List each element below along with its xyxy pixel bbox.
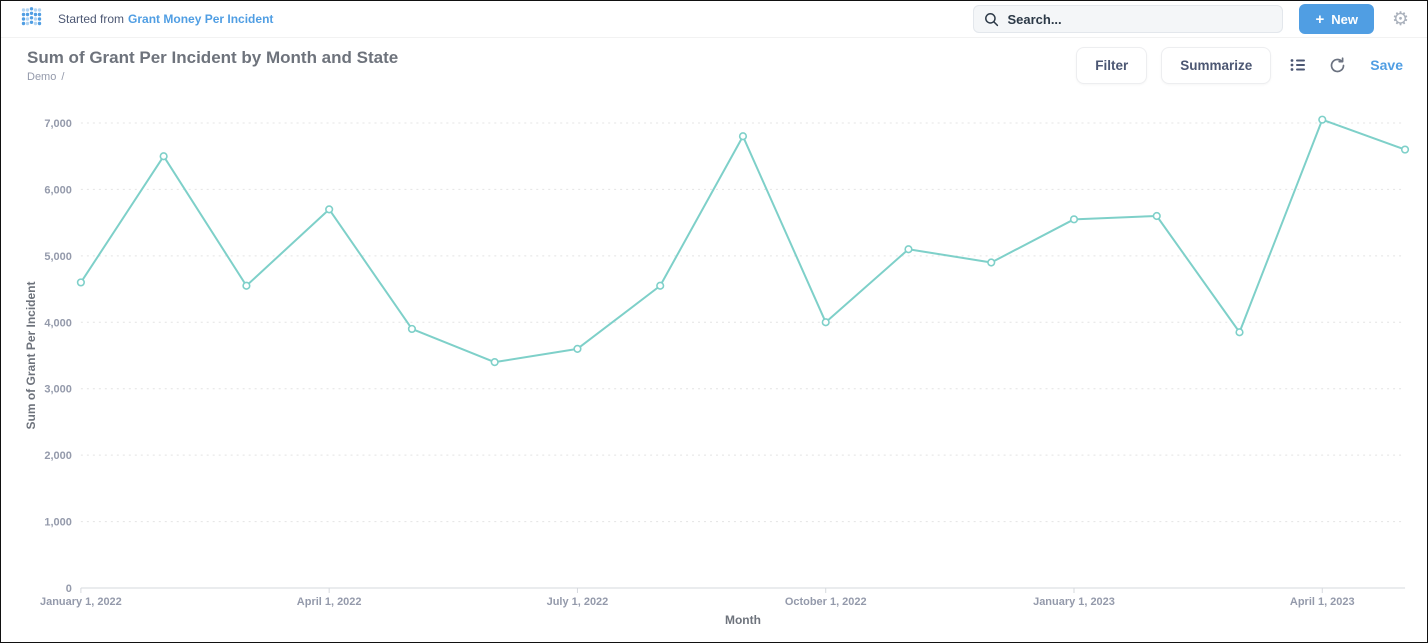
svg-text:Month: Month bbox=[725, 613, 761, 627]
notebook-editor-button[interactable] bbox=[1285, 52, 1311, 78]
svg-text:Sum of Grant Per Incident: Sum of Grant Per Incident bbox=[24, 282, 38, 430]
new-button-label: New bbox=[1331, 11, 1358, 27]
filter-button[interactable]: Filter bbox=[1076, 46, 1148, 84]
search-bar[interactable] bbox=[973, 5, 1284, 33]
breadcrumb-demo[interactable]: Demo bbox=[27, 70, 57, 83]
svg-text:5,000: 5,000 bbox=[44, 251, 71, 263]
breadcrumb: Demo / bbox=[27, 71, 398, 83]
line-chart[interactable]: 0 1,000 2,000 3,000 4,000 5,000 6,000 7,000 Janu… bbox=[1, 90, 1427, 642]
svg-text:April 1, 2022: April 1, 2022 bbox=[297, 596, 362, 608]
new-button[interactable]: + New bbox=[1299, 4, 1374, 34]
top-nav: Started from Grant Money Per Incident + … bbox=[1, 1, 1427, 38]
chart-area: 0 1,000 2,000 3,000 4,000 5,000 6,000 7,000 Janu… bbox=[1, 90, 1427, 642]
page-title: Sum of Grant Per Incident by Month and S… bbox=[27, 47, 399, 67]
refresh-icon bbox=[1329, 56, 1346, 74]
svg-text:7,000: 7,000 bbox=[44, 118, 71, 130]
svg-text:6,000: 6,000 bbox=[44, 184, 71, 196]
search-icon bbox=[984, 12, 999, 27]
svg-text:1,000: 1,000 bbox=[44, 517, 71, 529]
save-button[interactable]: Save bbox=[1370, 57, 1403, 73]
svg-text:October 1, 2022: October 1, 2022 bbox=[785, 596, 867, 608]
plus-icon: + bbox=[1315, 10, 1325, 28]
svg-text:January 1, 2022: January 1, 2022 bbox=[40, 596, 122, 608]
gear-icon: ⚙ bbox=[1391, 8, 1409, 30]
summarize-button[interactable]: Summarize bbox=[1161, 46, 1272, 84]
svg-text:January 1, 2023: January 1, 2023 bbox=[1033, 596, 1115, 608]
list-icon bbox=[1289, 56, 1307, 74]
svg-text:0: 0 bbox=[66, 583, 72, 595]
svg-text:April 1, 2023: April 1, 2023 bbox=[1290, 596, 1355, 608]
refresh-button[interactable] bbox=[1325, 53, 1350, 78]
svg-text:4,000: 4,000 bbox=[44, 317, 71, 329]
svg-text:July 1, 2022: July 1, 2022 bbox=[547, 596, 609, 608]
settings-button[interactable]: ⚙ bbox=[1390, 10, 1411, 29]
svg-text:2,000: 2,000 bbox=[44, 450, 71, 462]
svg-text:3,000: 3,000 bbox=[44, 384, 71, 396]
question-toolbar: Sum of Grant Per Incident by Month and S… bbox=[1, 38, 1427, 90]
metabase-logo[interactable] bbox=[19, 5, 44, 33]
started-from-label: Started from bbox=[58, 12, 125, 26]
search-input[interactable] bbox=[1007, 11, 1273, 27]
logo-icon bbox=[21, 7, 42, 31]
breadcrumb-separator: / bbox=[61, 70, 65, 83]
source-question-link[interactable]: Grant Money Per Incident bbox=[128, 12, 274, 26]
